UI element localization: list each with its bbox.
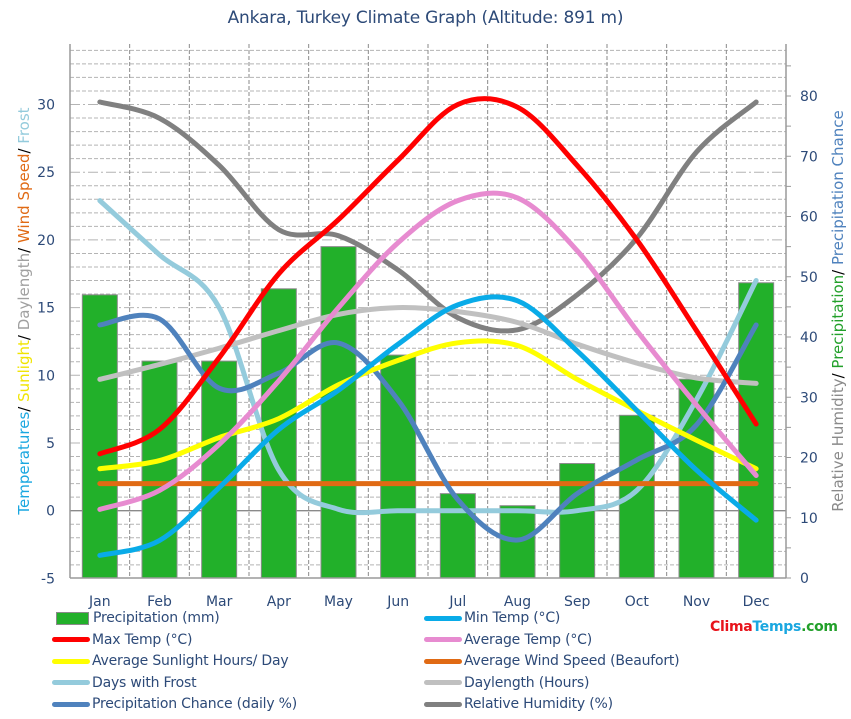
legend-line-swatch-icon — [424, 701, 462, 707]
right-tick-label: 20 — [800, 451, 818, 467]
month-label: May — [324, 594, 353, 610]
legend-line-swatch-icon — [52, 637, 90, 642]
precipitation-bar — [320, 246, 357, 579]
legend-item: Average Temp (°C) — [424, 630, 592, 650]
legend-item: Max Temp (°C) — [52, 630, 192, 650]
right-tick-label: 40 — [800, 330, 818, 346]
legend-line-swatch-icon — [52, 701, 90, 707]
precipitation-bar — [380, 354, 417, 579]
average-temp-c-line — [97, 190, 759, 512]
legend: Precipitation (mm) Min Temp (°C) Max Temp … — [0, 608, 851, 718]
left-tick-label: 5 — [46, 436, 55, 452]
left-tick-label: 20 — [37, 233, 55, 249]
max-temp-c-line — [97, 96, 759, 457]
climatemps-logo: ClimaTemps.com — [710, 619, 838, 635]
legend-item: Min Temp (°C) — [424, 608, 560, 628]
legend-label: Min Temp (°C) — [464, 610, 561, 626]
x-axis-month-labels: Jan Feb Mar Apr May Jun Jul Aug Sep Oct Nov Dec — [88, 594, 770, 610]
legend-item: Precipitation (mm) — [52, 608, 220, 628]
left-tick-label: 30 — [37, 98, 55, 114]
legend-line-swatch-icon — [424, 615, 462, 621]
month-label: Feb — [147, 594, 172, 610]
right-tick-label: 0 — [800, 571, 809, 587]
relative-humidity-line — [97, 99, 759, 334]
logo-part-temps: Temps — [752, 619, 802, 635]
legend-label: Max Temp (°C) — [92, 631, 193, 648]
legend-line-swatch-icon — [424, 637, 462, 642]
left-tick-label: -5 — [41, 571, 55, 587]
legend-label: Relative Humidity (%) — [464, 696, 613, 712]
left-tick-label: 10 — [37, 368, 55, 384]
legend-line-swatch-icon — [52, 658, 90, 664]
legend-item: Average Sunlight Hours/ Day — [52, 651, 289, 671]
legend-label: Average Temp (°C) — [464, 631, 593, 648]
legend-label: Average Sunlight Hours/ Day — [92, 653, 289, 669]
month-label: Jul — [448, 594, 466, 610]
legend-label: Days with Frost — [92, 674, 197, 691]
precipitation-bar — [201, 360, 238, 579]
logo-part-clima: Clima — [710, 619, 753, 635]
month-label: Sep — [564, 594, 591, 610]
left-tick-label: 0 — [46, 504, 55, 520]
series-lines — [97, 96, 759, 558]
left-tick-label: 25 — [37, 165, 55, 181]
days-with-frost-line — [97, 198, 759, 516]
precipitation-bar — [81, 294, 118, 579]
month-label: Jun — [386, 594, 409, 610]
daylength-hours-line — [97, 305, 759, 386]
right-axis-ticks: 0 10 20 30 40 50 60 70 80 — [800, 89, 818, 587]
left-axis-ticks: -5 0 5 10 15 20 25 30 — [37, 98, 55, 588]
right-tick-label: 60 — [800, 210, 818, 226]
legend-label: Average Wind Speed (Beaufort) — [464, 653, 680, 669]
legend-line-swatch-icon — [424, 680, 462, 685]
legend-line-swatch-icon — [424, 658, 462, 664]
legend-item: Precipitation Chance (daily %) — [52, 694, 297, 714]
right-tick-label: 70 — [800, 149, 818, 165]
chart-title: Ankara, Turkey Climate Graph (Altitude: … — [227, 8, 624, 28]
legend-item: Daylength (Hours) — [424, 673, 589, 693]
min-temp-c-line — [97, 294, 759, 558]
precipitation-chance-daily-line — [97, 312, 759, 543]
right-tick-label: 30 — [800, 390, 818, 406]
right-axis-title: Relative Humidity/ Precipitation/ Precip… — [829, 110, 847, 511]
month-label: Oct — [625, 594, 650, 610]
month-label: Apr — [267, 594, 291, 610]
legend-item: Relative Humidity (%) — [424, 694, 613, 714]
legend-item: Days with Frost — [52, 673, 197, 693]
legend-label: Daylength (Hours) — [464, 674, 590, 691]
right-tick-label: 10 — [800, 511, 818, 527]
precipitation-bar — [738, 282, 775, 579]
month-label: Mar — [206, 594, 233, 610]
legend-label: Precipitation Chance (daily %) — [92, 696, 298, 712]
month-label: Jan — [88, 594, 111, 610]
legend-line-swatch-icon — [52, 680, 90, 685]
plot-frame — [69, 44, 791, 579]
left-axis-title: Temperatures/ Sunlight/ Daylength/ Wind … — [15, 107, 33, 515]
month-label: Dec — [743, 594, 770, 610]
precipitation-bar — [559, 463, 596, 579]
month-label: Nov — [683, 594, 710, 610]
right-tick-label: 80 — [800, 89, 818, 105]
precipitation-bar — [439, 493, 476, 579]
right-tick-label: 50 — [800, 270, 818, 286]
month-label: Aug — [504, 594, 531, 610]
legend-label: Precipitation (mm) — [93, 610, 220, 626]
legend-bar-swatch-icon — [56, 611, 89, 625]
logo-part-com: .com — [801, 619, 838, 635]
legend-item: Average Wind Speed (Beaufort) — [424, 651, 680, 671]
left-tick-label: 15 — [37, 301, 55, 317]
average-sunlight-hours-day-line — [97, 338, 759, 472]
